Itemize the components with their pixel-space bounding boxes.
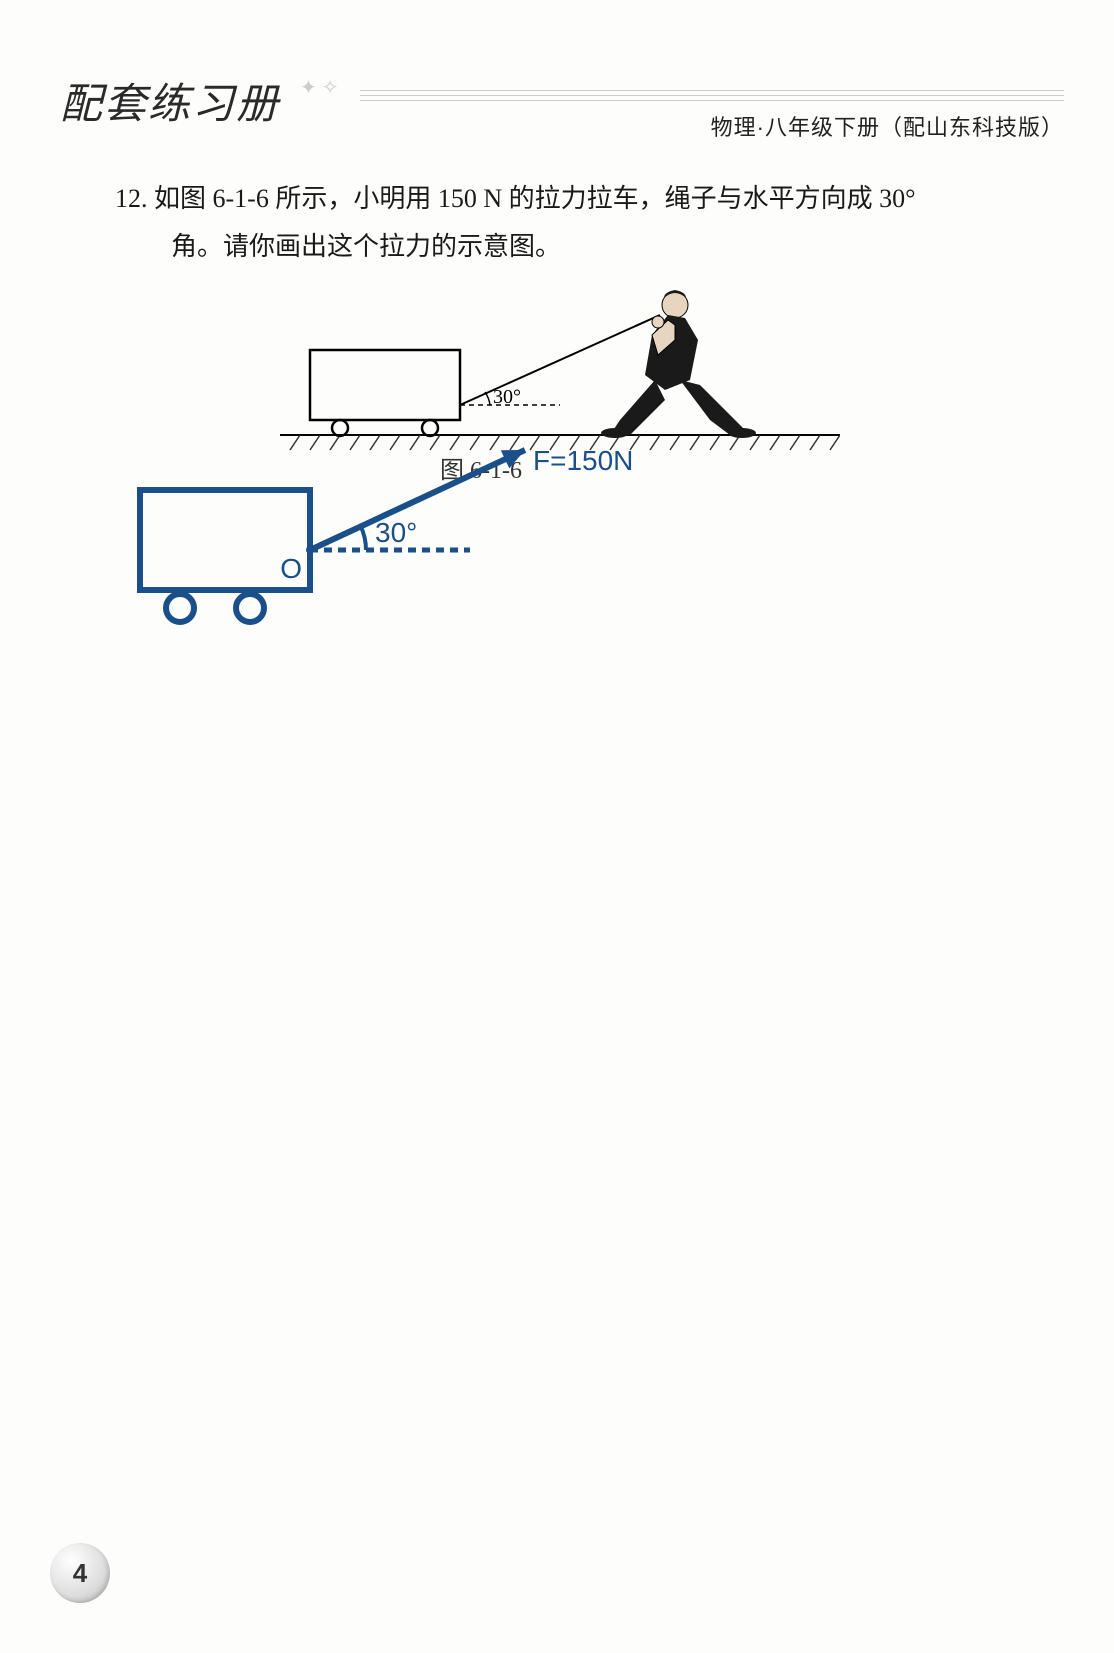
person-icon [601, 290, 756, 438]
page-number-badge: 4 [50, 1543, 110, 1603]
sparkle-decoration: ✦ ✧ [300, 75, 339, 100]
question-line-1: 如图 6-1-6 所示，小明用 150 N 的拉力拉车，绳子与水平方向成 30° [154, 184, 916, 213]
question-12: 12. 如图 6-1-6 所示，小明用 150 N 的拉力拉车，绳子与水平方向成… [115, 175, 1044, 271]
angle-30-label-original: 30° [493, 386, 521, 408]
header-rule-lines [360, 90, 1064, 105]
subject-grade-label: 物理·八年级下册（配山东科技版） [711, 110, 1064, 142]
question-line-2: 角。请你画出这个拉力的示意图。 [115, 223, 1044, 271]
page-header: 配套练习册 ✦ ✧ 物理·八年级下册（配山东科技版） [60, 70, 1064, 130]
question-number: 12. [115, 184, 148, 213]
answer-force-diagram: O 30° F=150N [130, 440, 730, 670]
svg-text:F=150N: F=150N [533, 445, 633, 476]
svg-text:O: O [280, 553, 302, 584]
svg-text:30°: 30° [375, 517, 417, 548]
